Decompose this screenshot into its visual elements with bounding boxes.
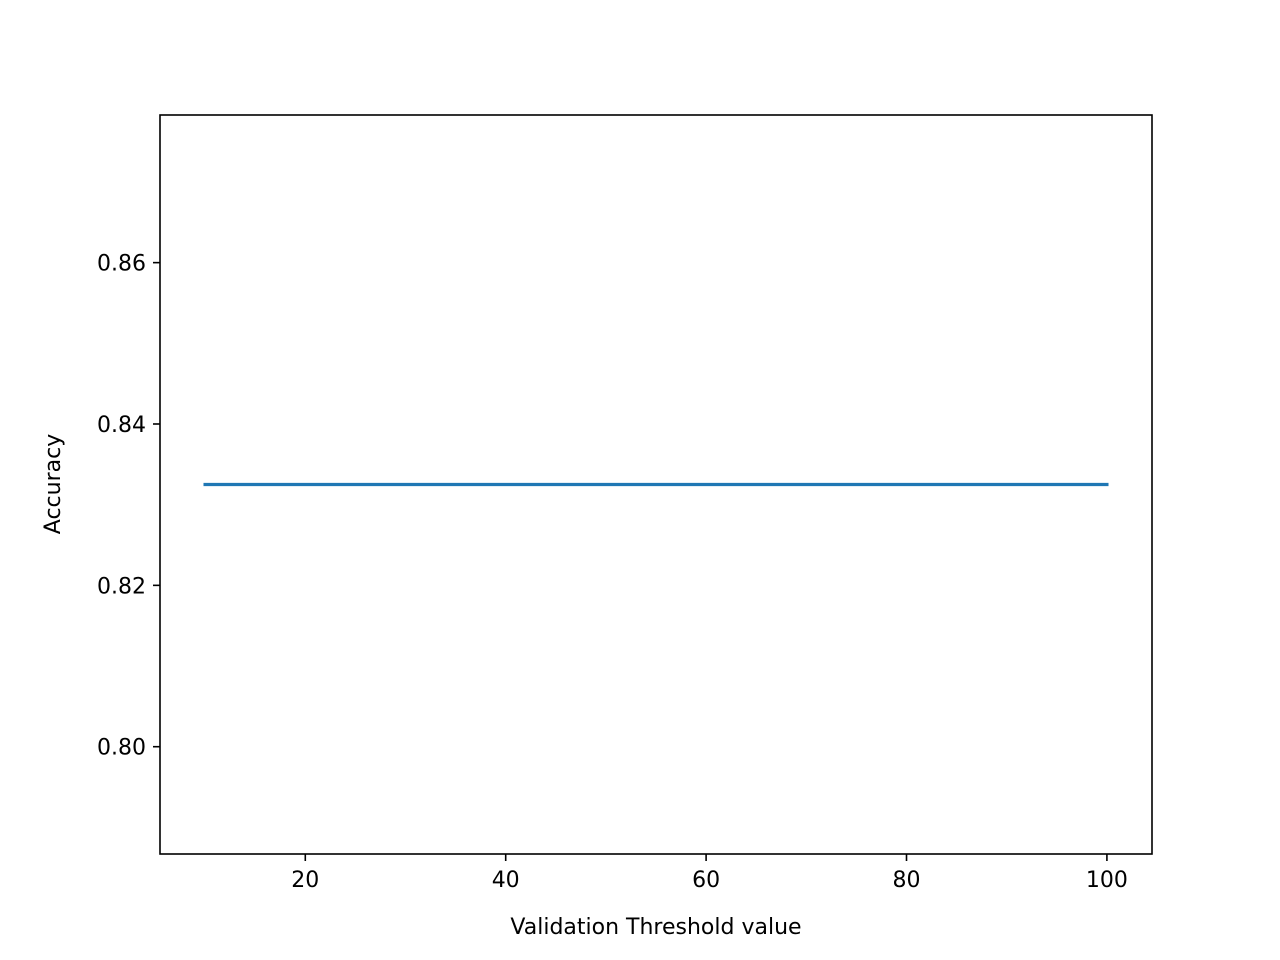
y-ticks: 0.80 0.82 0.84 0.86 — [97, 252, 160, 761]
x-tick-label: 60 — [692, 868, 720, 893]
y-tick-label: 0.80 — [97, 736, 146, 761]
x-tick-label: 100 — [1086, 868, 1128, 893]
x-tick-label: 20 — [291, 868, 319, 893]
y-tick-label: 0.82 — [97, 574, 146, 599]
x-tick-label: 80 — [893, 868, 921, 893]
y-tick-label: 0.86 — [97, 252, 146, 277]
x-tick-label: 40 — [492, 868, 520, 893]
y-tick-label: 0.84 — [97, 413, 146, 438]
x-ticks: 20 40 60 80 100 — [291, 854, 1128, 893]
plot-frame — [159, 114, 1153, 855]
x-axis-label: Validation Threshold value — [510, 915, 801, 940]
y-axis-label: Accuracy — [41, 434, 66, 534]
